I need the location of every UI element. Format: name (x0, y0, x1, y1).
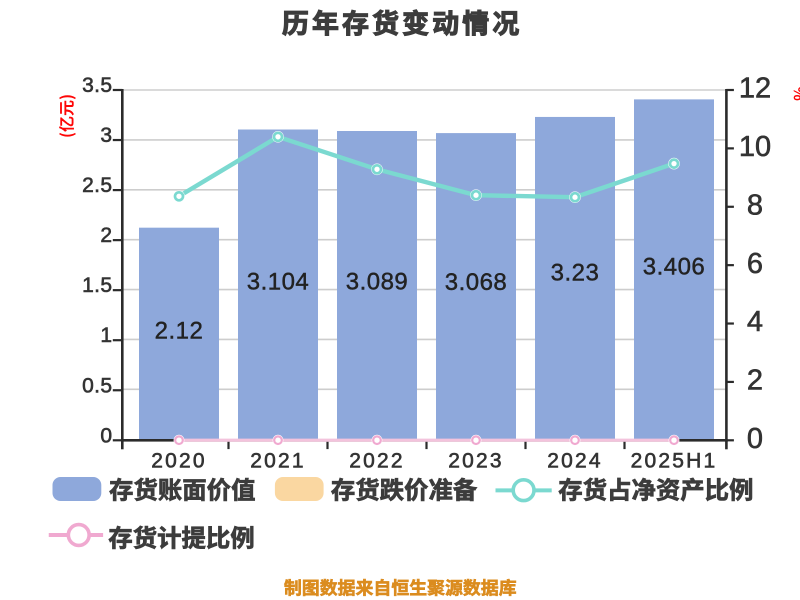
svg-text:1.5: 1.5 (82, 274, 112, 297)
svg-text:2024: 2024 (547, 450, 603, 473)
svg-text:3: 3 (100, 124, 112, 147)
svg-text:3.23: 3.23 (551, 259, 600, 286)
svg-text:0: 0 (100, 424, 112, 447)
svg-text:6: 6 (747, 248, 763, 280)
svg-text:1: 1 (100, 324, 112, 347)
svg-text:2020: 2020 (151, 450, 207, 473)
svg-text:12: 12 (739, 73, 771, 105)
svg-text:8: 8 (747, 189, 763, 221)
svg-text:0.5: 0.5 (82, 374, 112, 397)
svg-text:2: 2 (100, 224, 112, 247)
svg-text:2022: 2022 (349, 450, 405, 473)
svg-text:10: 10 (739, 131, 771, 163)
svg-text:2021: 2021 (250, 450, 306, 473)
svg-text:2023: 2023 (448, 450, 504, 473)
svg-text:4: 4 (747, 306, 763, 338)
svg-text:3.406: 3.406 (643, 254, 706, 281)
svg-text:2.12: 2.12 (155, 317, 204, 344)
svg-text:2: 2 (747, 365, 763, 397)
svg-text:2.5: 2.5 (82, 174, 112, 197)
svg-text:2025H1: 2025H1 (631, 450, 718, 473)
svg-text:3.5: 3.5 (82, 74, 112, 97)
svg-text:3.104: 3.104 (247, 269, 310, 296)
svg-text:0: 0 (747, 423, 763, 455)
svg-text:3.089: 3.089 (346, 269, 409, 296)
svg-text:3.068: 3.068 (445, 269, 508, 296)
